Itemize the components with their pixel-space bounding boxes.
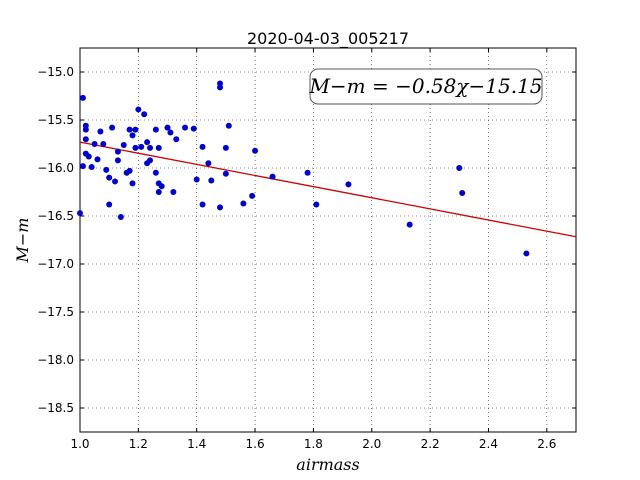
data-point — [117, 213, 124, 220]
x-tick-label: 2.0 — [362, 437, 381, 451]
data-point — [106, 174, 113, 181]
fit-line-group — [79, 141, 577, 238]
data-point — [173, 136, 180, 143]
data-point — [82, 126, 89, 133]
data-point — [164, 124, 171, 131]
data-point — [91, 141, 98, 147]
data-point — [199, 201, 206, 208]
y-tick-label: −17.0 — [37, 257, 74, 271]
x-tick-label: 2.6 — [537, 437, 556, 451]
data-point — [252, 147, 259, 154]
data-point — [345, 181, 352, 188]
y-tick-label: −16.0 — [37, 161, 74, 175]
data-point — [147, 144, 154, 151]
chart-title: 2020-04-03_005217 — [247, 29, 409, 49]
y-tick-label: −18.5 — [37, 401, 74, 415]
data-point — [217, 204, 224, 211]
data-point — [249, 192, 256, 199]
data-point — [126, 126, 133, 133]
data-point — [205, 160, 212, 167]
data-point — [190, 125, 197, 132]
data-point — [199, 143, 206, 150]
data-point — [158, 183, 165, 190]
x-tick-label: 1.8 — [304, 437, 323, 451]
data-point — [155, 144, 162, 151]
data-point — [114, 157, 121, 164]
data-point — [103, 166, 110, 173]
x-tick-label: 1.4 — [187, 437, 206, 451]
data-point — [114, 148, 121, 155]
equation-text: M−m = −0.58χ−15.15 — [308, 74, 542, 98]
y-tick-label: −18.0 — [37, 353, 74, 367]
data-point — [304, 169, 311, 176]
data-point — [225, 122, 232, 129]
data-points — [77, 80, 530, 257]
data-point — [129, 132, 136, 139]
y-tick-label: −15.0 — [37, 65, 74, 79]
data-point — [147, 157, 154, 164]
fit-line — [79, 141, 577, 238]
data-point — [77, 210, 83, 217]
plot-area — [79, 47, 577, 433]
data-point — [313, 201, 320, 208]
data-point — [152, 169, 159, 176]
data-point — [155, 189, 162, 195]
data-point — [406, 221, 413, 228]
data-point — [523, 250, 530, 257]
data-point — [97, 128, 104, 135]
data-point — [456, 165, 463, 171]
data-point — [135, 106, 142, 113]
data-point — [79, 163, 86, 170]
data-point — [222, 144, 229, 151]
equation-annotation: M−m = −0.58χ−15.15 — [308, 68, 543, 105]
equation-box — [309, 68, 543, 105]
x-tick-label: 1.6 — [246, 437, 265, 451]
data-point — [109, 124, 116, 131]
data-point — [132, 144, 139, 151]
data-point — [94, 156, 101, 163]
x-axis-ticks: 1.0 1.2 1.4 1.6 1.8 2.0 2.2 2.4 2.6 — [70, 48, 556, 451]
data-point — [138, 143, 145, 150]
grid — [79, 48, 576, 432]
data-point — [459, 189, 466, 196]
data-point — [132, 126, 139, 133]
data-point — [222, 170, 229, 177]
data-point — [82, 136, 89, 143]
data-point — [144, 139, 151, 146]
data-point — [112, 178, 119, 185]
data-point — [217, 84, 224, 91]
x-tick-label: 2.2 — [421, 437, 440, 451]
x-tick-label: 2.4 — [479, 437, 498, 451]
x-tick-label: 1.0 — [70, 437, 89, 451]
data-point — [85, 153, 92, 160]
y-axis-ticks: −15.0 −15.5 −16.0 −16.5 −17.0 −17.5 −18.0 −18.5 — [37, 65, 576, 415]
data-point — [141, 111, 148, 118]
data-point — [129, 180, 136, 187]
data-point — [88, 164, 95, 171]
data-point — [100, 141, 107, 147]
y-axis-title: M−m — [13, 218, 32, 264]
data-point — [106, 201, 113, 208]
data-point — [193, 176, 200, 183]
data-point — [208, 177, 215, 184]
data-point — [167, 129, 174, 136]
y-tick-label: −17.5 — [37, 305, 74, 319]
data-point — [170, 189, 177, 195]
data-point — [182, 124, 189, 131]
data-point — [269, 173, 276, 180]
y-tick-label: −16.5 — [37, 209, 74, 223]
data-point — [126, 167, 133, 174]
data-point — [120, 141, 127, 148]
data-point — [152, 126, 159, 133]
x-tick-label: 1.2 — [129, 437, 148, 451]
data-point — [240, 200, 247, 207]
y-tick-label: −15.5 — [37, 113, 74, 127]
data-point — [79, 94, 86, 101]
x-axis-title: airmass — [296, 455, 359, 474]
